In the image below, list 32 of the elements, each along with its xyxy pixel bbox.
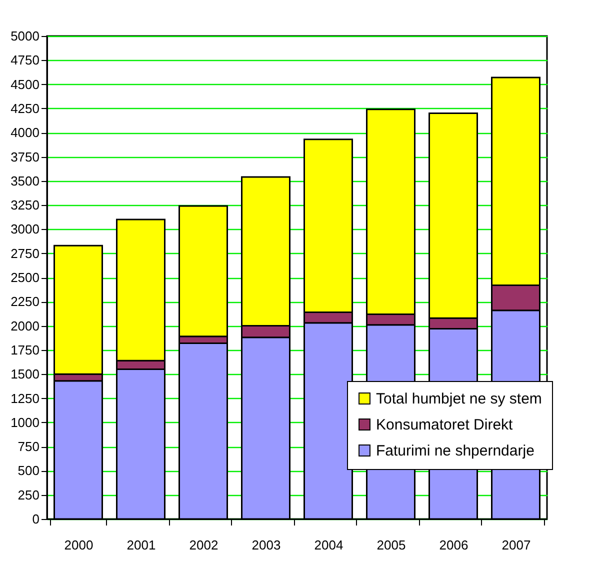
- legend-label: Total humbjet ne sy stem: [376, 390, 542, 408]
- y-tick-label: 4750: [10, 52, 40, 68]
- y-tick-label: 1250: [10, 390, 40, 406]
- y-tick-label: 2500: [10, 270, 40, 285]
- y-tick-label: 3750: [10, 149, 40, 164]
- y-tick-label: 0: [32, 512, 40, 526]
- y-tick-label: 3500: [10, 173, 40, 188]
- y-tick-label: 5000: [10, 28, 40, 44]
- x-tick-label: 2007: [502, 538, 531, 552]
- y-tick-label: 250: [18, 487, 40, 502]
- y-tick-label: 1500: [10, 366, 40, 382]
- legend-label: Konsumatoret Direkt: [376, 416, 514, 434]
- y-tick-label: 1000: [10, 414, 40, 430]
- x-tick-label: 2005: [376, 538, 406, 552]
- y-tick-label: 3000: [10, 222, 40, 237]
- y-tick-label: 4500: [10, 76, 40, 92]
- y-tick-label: 2750: [10, 246, 40, 261]
- x-tick-label: 2003: [252, 538, 281, 552]
- y-tick-label: 1750: [10, 342, 40, 358]
- legend-label: Faturimi ne shperndarje: [376, 442, 534, 460]
- y-tick-label: 500: [18, 463, 40, 478]
- y-tick-label: 4000: [10, 125, 40, 140]
- x-tick-label: 2006: [439, 538, 468, 552]
- y-tick-label: 4250: [10, 100, 40, 116]
- y-tick-label: 2250: [10, 294, 40, 310]
- y-tick-label: 2000: [10, 318, 40, 334]
- y-tick-label: 750: [18, 439, 40, 454]
- y-tick-label: 3250: [10, 198, 40, 213]
- x-tick-label: 2000: [64, 538, 94, 552]
- x-tick-label: 2004: [314, 538, 344, 552]
- x-tick-label: 2002: [189, 538, 218, 552]
- x-tick-label: 2001: [126, 538, 156, 552]
